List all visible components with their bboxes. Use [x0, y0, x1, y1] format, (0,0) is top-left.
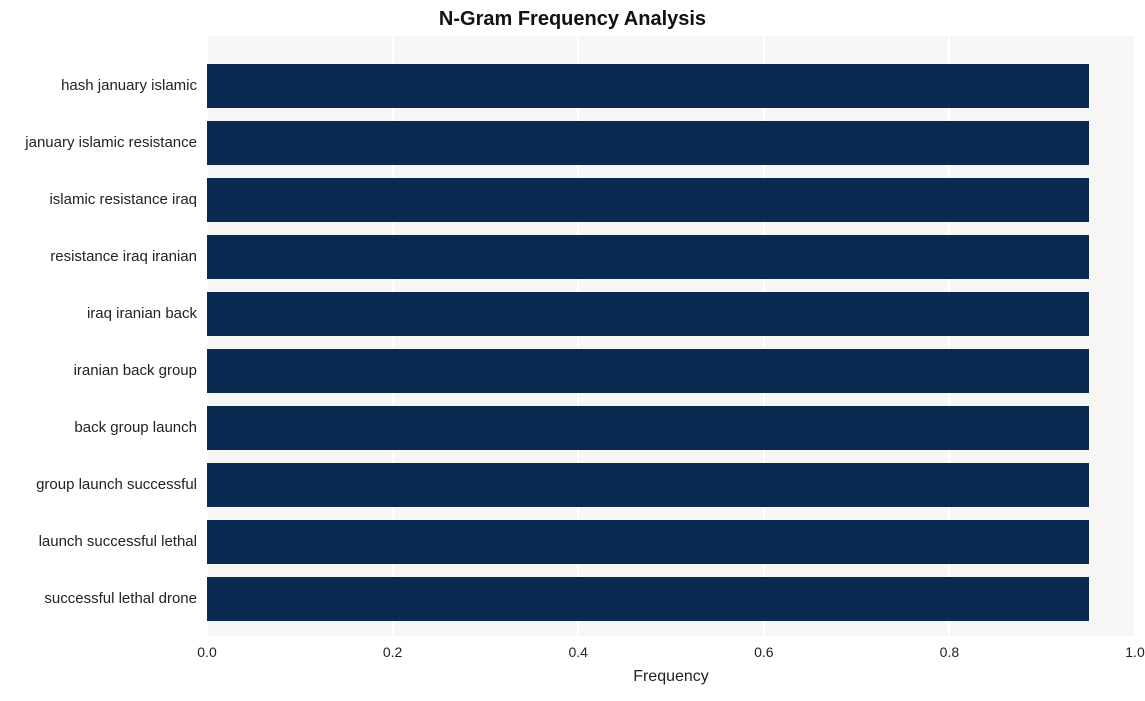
y-tick-label: back group launch — [0, 406, 197, 450]
y-tick-label: iranian back group — [0, 349, 197, 393]
bar — [207, 406, 1089, 450]
x-tick-label: 0.0 — [187, 644, 227, 660]
y-tick-label: resistance iraq iranian — [0, 235, 197, 279]
y-tick-label: hash january islamic — [0, 64, 197, 108]
y-tick-label: iraq iranian back — [0, 292, 197, 336]
grid-line — [1134, 36, 1136, 636]
bar — [207, 178, 1089, 222]
bar — [207, 349, 1089, 393]
x-tick-label: 0.2 — [373, 644, 413, 660]
bar — [207, 121, 1089, 165]
y-tick-label: islamic resistance iraq — [0, 178, 197, 222]
y-tick-label: group launch successful — [0, 463, 197, 507]
y-tick-label: january islamic resistance — [0, 121, 197, 165]
bar — [207, 520, 1089, 564]
x-tick-label: 0.4 — [558, 644, 598, 660]
y-tick-label: successful lethal drone — [0, 577, 197, 621]
x-tick-label: 1.0 — [1115, 644, 1145, 660]
ngram-chart: N-Gram Frequency Analysis hash january i… — [0, 0, 1145, 701]
chart-title: N-Gram Frequency Analysis — [0, 8, 1145, 31]
bar — [207, 235, 1089, 279]
x-tick-label: 0.6 — [744, 644, 784, 660]
bar — [207, 463, 1089, 507]
plot-area — [207, 36, 1135, 636]
y-tick-label: launch successful lethal — [0, 520, 197, 564]
x-tick-label: 0.8 — [929, 644, 969, 660]
bar — [207, 292, 1089, 336]
bar — [207, 64, 1089, 108]
bar — [207, 577, 1089, 621]
x-axis-label: Frequency — [207, 668, 1135, 686]
